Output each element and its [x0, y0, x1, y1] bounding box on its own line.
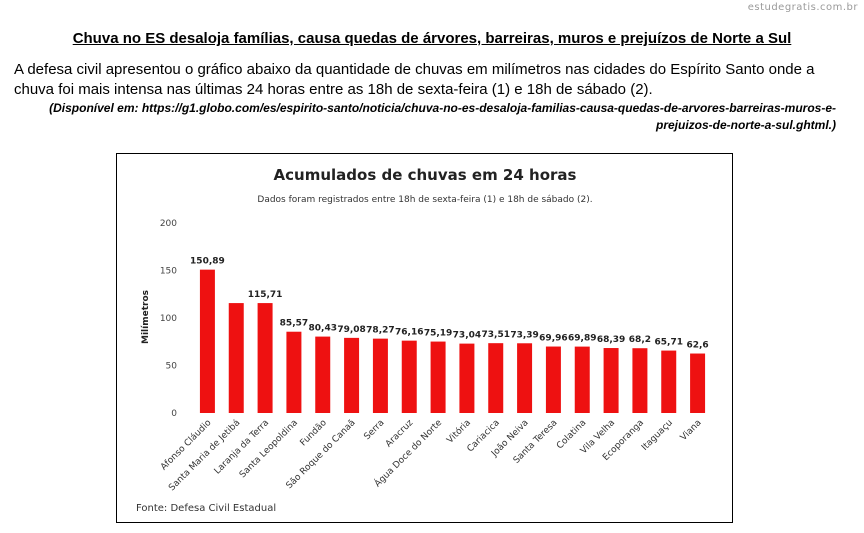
rainfall-chart: Acumulados de chuvas em 24 horas Dados f…	[116, 153, 733, 523]
bar	[488, 343, 504, 413]
y-tick-label: 50	[166, 362, 178, 372]
bar	[228, 303, 244, 413]
y-tick-label: 200	[160, 219, 177, 229]
bar	[286, 331, 302, 413]
bar-series	[199, 269, 706, 413]
bar	[344, 337, 360, 413]
data-label: 85,57	[280, 319, 308, 329]
chart-footnote: Fonte: Defesa Civil Estadual	[136, 503, 276, 514]
y-axis-label: Milímetros	[141, 290, 151, 344]
source-citation: (Disponível em: https://g1.globo.com/es/…	[49, 101, 836, 132]
data-label: 62,6	[686, 341, 708, 351]
data-labels: 150,89 115,71 85,57 80,43 79,08 78,27 76,16 75,…	[190, 257, 709, 351]
bar	[603, 348, 619, 413]
bar	[632, 348, 648, 413]
chart-canvas: Acumulados de chuvas em 24 horas Dados f…	[136, 166, 709, 514]
bar	[574, 346, 590, 413]
y-axis-ticks: 0 50 100 150 200	[160, 219, 177, 419]
bar	[199, 269, 215, 413]
data-label: 75,19	[424, 329, 452, 339]
bar	[430, 341, 446, 413]
data-label: 68,2	[629, 335, 651, 345]
bar	[315, 336, 331, 413]
data-label: 69,89	[568, 334, 596, 344]
data-label: 150,89	[190, 257, 225, 267]
data-label: 76,16	[395, 328, 423, 338]
bar	[517, 343, 533, 413]
data-label: 73,04	[453, 331, 481, 341]
bar	[661, 350, 677, 413]
y-tick-label: 150	[160, 267, 177, 277]
bar	[459, 343, 475, 413]
site-watermark: estudegratis.com.br	[747, 2, 858, 13]
data-label: 78,27	[366, 326, 394, 336]
bar	[257, 303, 273, 413]
chart-subtitle: Dados foram registrados entre 18h de sex…	[257, 195, 592, 205]
data-label: 73,51	[482, 330, 510, 340]
y-tick-label: 100	[160, 314, 177, 324]
data-label: 73,39	[510, 330, 538, 340]
article-headline: Chuva no ES desaloja famílias, causa que…	[72, 30, 792, 47]
bar	[545, 346, 561, 413]
data-label: 68,39	[597, 335, 625, 345]
bar	[372, 338, 388, 413]
data-label: 115,71	[248, 290, 283, 300]
chart-title: Acumulados de chuvas em 24 horas	[274, 166, 577, 184]
data-label: 69,96	[539, 334, 567, 344]
category-label: Afonso Cláudio	[159, 418, 214, 473]
bar	[401, 340, 417, 413]
data-label: 79,08	[337, 325, 365, 335]
category-label: Itaguaçu	[640, 418, 675, 453]
bar	[690, 353, 706, 413]
y-tick-label: 0	[171, 409, 177, 419]
intro-paragraph: A defesa civil apresentou o gráfico abai…	[14, 61, 815, 98]
category-label: Viana	[679, 418, 704, 443]
data-label: 65,71	[655, 338, 683, 348]
category-label: Vitória	[445, 417, 473, 445]
category-label: Santa Leopoldina	[238, 418, 300, 480]
category-label: Serra	[362, 418, 386, 442]
data-label: 80,43	[309, 324, 337, 334]
